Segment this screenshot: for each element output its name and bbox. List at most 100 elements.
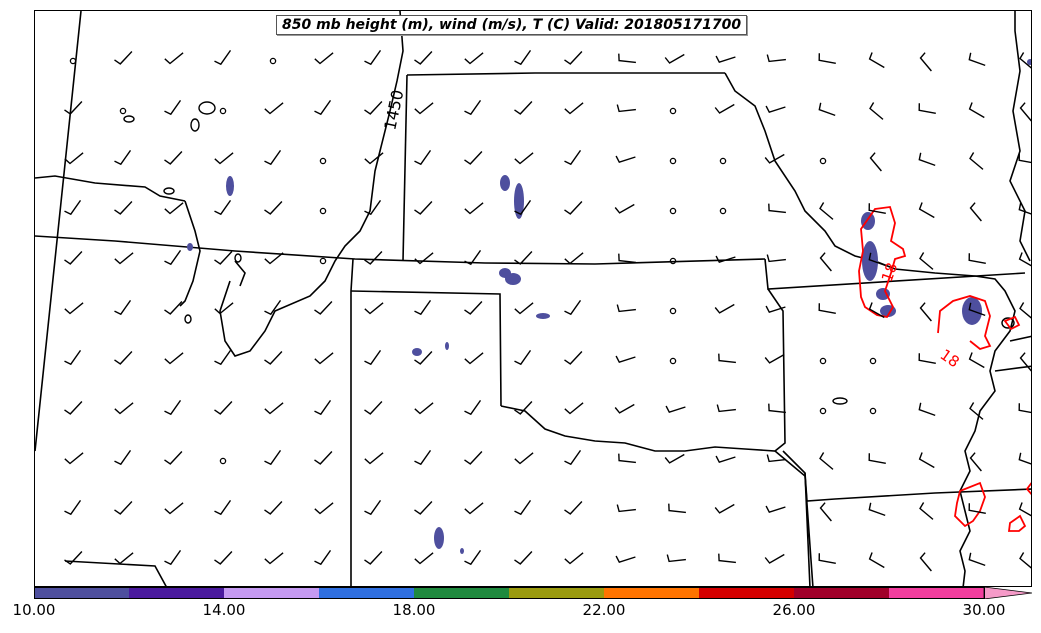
wind-barb	[818, 102, 836, 117]
wind-barb	[868, 203, 886, 214]
wind-barb	[314, 301, 333, 315]
temperature-contour-label-1: 18	[878, 260, 901, 284]
shaded-area	[505, 273, 521, 285]
wind-barb	[514, 251, 533, 265]
wind-barb	[414, 299, 432, 316]
wind-barb	[414, 149, 432, 166]
border-ks-ne-line	[35, 235, 766, 265]
colorbar-bin	[414, 587, 509, 599]
calm-wind-circle	[819, 407, 827, 415]
wind-barb	[514, 49, 532, 66]
wind-barb	[564, 299, 582, 316]
wind-barb	[919, 502, 934, 520]
wind-barb	[464, 399, 482, 416]
wind-barb	[564, 252, 584, 265]
wind-barb	[564, 552, 584, 565]
wind-barb	[364, 499, 382, 516]
border-co-ks	[402, 74, 408, 262]
wind-barb	[768, 403, 786, 414]
shaded-area	[187, 243, 193, 251]
wind-barb	[615, 155, 636, 164]
wind-barb	[64, 499, 82, 516]
wind-barb	[164, 202, 184, 215]
shaded-area	[1027, 59, 1031, 65]
wind-barb	[214, 302, 234, 315]
wind-barb	[164, 549, 182, 566]
wind-barb	[664, 453, 685, 464]
shaded-area	[412, 348, 422, 356]
wind-barb	[868, 52, 885, 69]
map-panel: 1450 18 18	[34, 10, 1032, 587]
wind-barb	[164, 249, 182, 266]
wind-barb	[64, 452, 84, 465]
colorbar-bin	[34, 587, 129, 599]
calm-wind-circle	[719, 157, 727, 165]
wind-barb	[114, 51, 133, 65]
wind-barb	[114, 402, 134, 415]
wind-barb	[714, 503, 735, 514]
lake-outline	[123, 115, 135, 123]
temperature-contour	[1025, 482, 1031, 496]
colorbar-tick-label: 22.00	[582, 601, 626, 619]
calm-wind-circle	[669, 257, 677, 265]
temperature-contour-label-2: 18	[937, 346, 963, 372]
temperature-contour	[1003, 315, 1021, 331]
wind-barb	[968, 102, 985, 119]
colorbar-tick-label: 26.00	[772, 601, 816, 619]
calm-wind-circle	[319, 207, 327, 215]
wind-barb	[164, 99, 182, 116]
wind-barb	[414, 552, 434, 565]
wind-barb	[616, 304, 636, 313]
wind-barb	[564, 149, 582, 166]
wind-barb	[919, 552, 932, 572]
wind-barb	[64, 302, 84, 315]
wind-barb	[715, 55, 736, 64]
wind-barb	[414, 51, 433, 65]
wind-barb	[514, 452, 534, 465]
wind-barb	[718, 553, 736, 564]
wind-barb	[514, 499, 532, 516]
wind-barb	[514, 199, 532, 216]
wind-barb	[314, 99, 332, 116]
calm-wind-circle	[669, 157, 677, 165]
border-ok-panhandle	[350, 290, 502, 407]
wind-barb	[114, 201, 133, 215]
wind-barb	[114, 351, 133, 365]
wind-barb	[514, 152, 534, 165]
calm-wind-circle	[719, 207, 727, 215]
wind-barb	[564, 102, 584, 115]
wind-barb	[618, 253, 636, 264]
wind-barb	[968, 253, 986, 264]
wind-barb	[114, 501, 133, 515]
shaded-area	[500, 175, 510, 191]
colorbar-bins	[34, 587, 984, 599]
wind-barb	[314, 451, 333, 465]
wind-barb	[968, 503, 986, 514]
border-il-east	[1009, 11, 1031, 262]
wind-barb	[1018, 403, 1031, 414]
wind-barbs	[64, 49, 1031, 572]
wind-barb	[464, 202, 484, 215]
wind-barb	[714, 103, 735, 114]
shaded-area	[514, 183, 524, 219]
map-canvas: 1450 18 18	[35, 11, 1031, 586]
wind-barb	[968, 352, 985, 369]
wind-barb	[64, 101, 83, 115]
wind-barb	[64, 251, 83, 265]
wind-barb	[614, 203, 635, 214]
wind-barb	[614, 403, 635, 414]
wind-barb	[969, 452, 982, 472]
wind-barb	[764, 153, 785, 164]
border-ok-ar	[782, 450, 1031, 502]
wind-barb	[868, 252, 886, 267]
wind-barb	[514, 551, 533, 565]
wind-barb	[668, 503, 686, 514]
border-nm-tx	[350, 258, 354, 586]
border-ok-east	[804, 472, 811, 586]
temperature-contour	[1007, 514, 1027, 532]
wind-barb	[114, 252, 134, 265]
colorbar-bin	[319, 587, 414, 599]
shaded-area	[445, 342, 449, 350]
wind-barb	[114, 299, 132, 316]
wind-barb	[164, 399, 182, 416]
